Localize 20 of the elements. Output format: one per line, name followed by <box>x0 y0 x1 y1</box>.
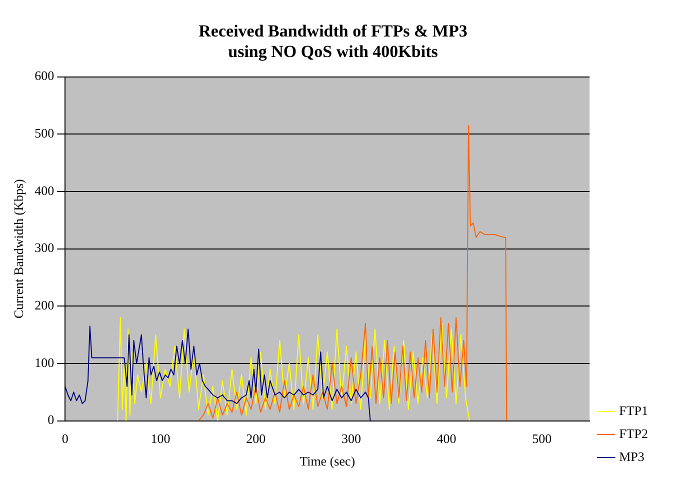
y-axis-title: Current Bandwidth (Kbps) <box>11 179 26 318</box>
x-tick-label: 200 <box>246 431 266 446</box>
y-tick-label: 300 <box>34 240 54 256</box>
y-tick-label: 0 <box>48 412 54 428</box>
x-tick-label: 100 <box>150 431 170 446</box>
text: Received Bandwidth of FTPs & MP3 <box>198 22 468 41</box>
x-tick-label: 0 <box>62 431 68 446</box>
x-axis-title: Time (sec) <box>300 454 356 469</box>
legend-label: FTP1 <box>619 402 648 418</box>
y-tick-label: 500 <box>34 126 54 141</box>
y-tick-label: 100 <box>34 354 54 370</box>
x-tick-label: 400 <box>436 431 456 446</box>
x-tick-label: 500 <box>532 431 552 446</box>
legend-label: FTP2 <box>619 426 648 441</box>
text: using NO QoS with 400Kbits <box>228 42 438 61</box>
y-tick-label: 400 <box>34 182 54 198</box>
legend-label: MP3 <box>619 448 644 464</box>
y-tick-label: 600 <box>34 68 54 84</box>
y-tick-label: 200 <box>34 298 54 313</box>
x-tick-label: 300 <box>341 431 361 446</box>
